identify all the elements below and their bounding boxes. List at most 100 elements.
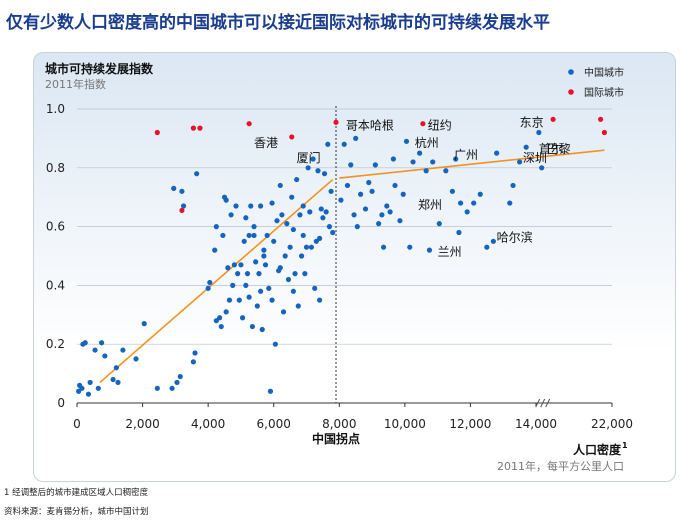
china-city-point — [239, 315, 246, 321]
china-city-point — [220, 232, 226, 239]
china-city-point — [212, 247, 218, 253]
y-axis-subtitle: 2011年指数 — [45, 77, 106, 91]
x-axis-subtitle: 2011年，每平方公里人口 — [497, 459, 624, 473]
chart-panel — [33, 52, 676, 482]
china-city-point — [369, 188, 375, 194]
city-label: 厦门 — [297, 150, 321, 165]
china-city-point — [300, 203, 306, 209]
china-city-point — [379, 212, 385, 218]
china-city-point — [330, 229, 336, 236]
china-city-point — [225, 265, 231, 271]
axis-break-mark — [535, 398, 541, 408]
china-city-point — [397, 218, 403, 224]
china-city-point — [471, 200, 477, 206]
china-city-point — [523, 144, 529, 150]
china-city-point — [230, 282, 236, 288]
china-city-point — [372, 162, 378, 168]
china-city-point — [258, 203, 264, 209]
city-label: 东京 — [520, 116, 544, 130]
china-city-point — [85, 391, 92, 397]
china-city-point — [171, 185, 177, 191]
china-city-point — [400, 191, 406, 197]
intl-city-point — [190, 125, 196, 131]
china-city-point — [82, 340, 88, 346]
china-city-point — [246, 294, 252, 300]
intl-city-point — [550, 116, 556, 122]
legend-marker — [568, 89, 574, 95]
trend-low-line — [99, 178, 334, 384]
china-city-point — [266, 285, 272, 291]
china-city-point — [194, 171, 200, 177]
y-tick-label: 0.6 — [46, 220, 65, 234]
china-city-point — [267, 388, 274, 394]
china-city-point — [95, 385, 101, 391]
footnote: 1 经调整后的城市建成区域人口稠密度 — [4, 488, 149, 498]
intl-city-point — [179, 207, 185, 214]
china-city-point — [205, 285, 211, 291]
intl-city-point — [601, 129, 608, 136]
china-city-point — [223, 197, 229, 203]
china-city-point — [218, 323, 224, 330]
x-tick-label: 8,000 — [322, 417, 356, 431]
x-axis-title-superscript: 1 — [622, 441, 628, 450]
x-axis-title: 人口密度 — [573, 442, 622, 457]
china-city-point — [79, 385, 85, 391]
china-city-point — [536, 129, 542, 136]
china-city-point — [376, 221, 382, 227]
china-city-point — [323, 209, 329, 215]
china-city-point — [192, 350, 198, 356]
legend-label: 国际城市 — [584, 86, 624, 99]
page-title: 仅有少数人口密度高的中国城市可以接近国际对标城市的可持续发展水平 — [6, 13, 550, 33]
china-city-point — [141, 321, 147, 327]
china-city-point — [235, 271, 241, 277]
china-city-point — [254, 303, 260, 309]
intl-city-point — [333, 119, 339, 125]
china-city-point — [174, 379, 180, 386]
china-city-point — [274, 218, 280, 224]
china-city-point — [261, 253, 267, 259]
y-tick-label: 0.2 — [46, 337, 65, 351]
china-city-point — [344, 182, 351, 189]
china-city-point — [269, 297, 275, 303]
china-city-point — [284, 221, 290, 227]
china-city-point — [243, 282, 249, 288]
china-city-point — [464, 209, 470, 215]
intl-city-point — [289, 134, 295, 140]
china-city-point — [426, 247, 433, 253]
city-label: 哈尔滨 — [497, 229, 533, 244]
china-city-point — [271, 238, 277, 244]
china-city-point — [269, 200, 275, 206]
china-city-point — [300, 232, 306, 239]
x-tick-label: 0 — [73, 417, 81, 431]
china-city-point — [315, 168, 321, 174]
china-city-point — [285, 276, 292, 283]
china-city-point — [102, 353, 108, 359]
intl-city-point — [197, 125, 203, 131]
china-city-point — [325, 141, 331, 147]
x-tick-label: 22,000 — [591, 417, 633, 431]
china-city-point — [217, 315, 223, 321]
china-city-point — [348, 162, 354, 168]
china-city-point — [484, 244, 490, 250]
china-city-point — [213, 224, 219, 230]
city-label: 哥本哈根 — [346, 119, 394, 133]
china-city-point — [380, 244, 387, 250]
china-city-point — [456, 229, 462, 236]
china-city-point — [262, 262, 269, 268]
china-city-point — [366, 179, 372, 186]
china-city-point — [279, 212, 285, 218]
china-city-point — [510, 182, 516, 189]
china-city-point — [272, 341, 278, 347]
china-city-point — [241, 238, 247, 244]
china-city-point — [341, 141, 347, 147]
china-city-point — [190, 359, 196, 365]
china-city-point — [226, 297, 233, 303]
china-city-point — [236, 297, 242, 303]
china-city-point — [154, 385, 160, 391]
china-city-point — [264, 232, 270, 239]
china-city-point — [115, 379, 121, 386]
axis-break-mark — [540, 398, 546, 408]
china-city-point — [98, 340, 105, 346]
china-city-point — [303, 244, 310, 250]
